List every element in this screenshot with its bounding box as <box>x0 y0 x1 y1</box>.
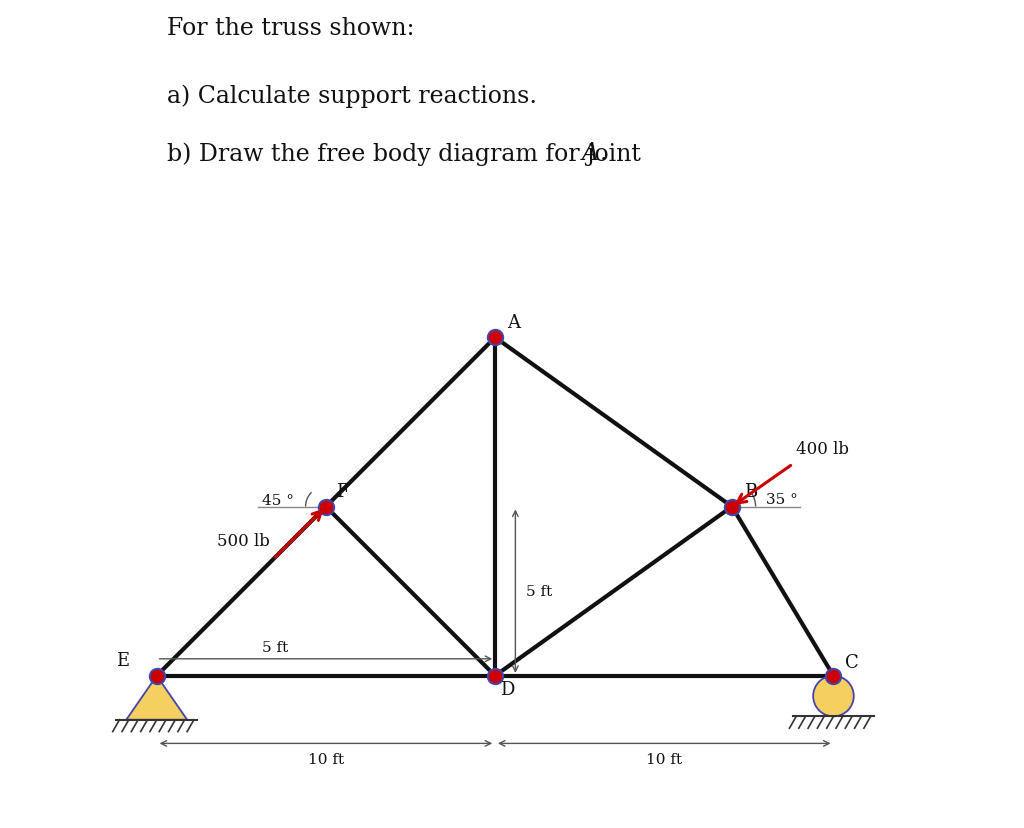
Text: a) Calculate support reactions.: a) Calculate support reactions. <box>167 84 537 108</box>
Text: E: E <box>116 651 129 669</box>
Text: .: . <box>600 142 607 165</box>
Text: F: F <box>336 482 348 500</box>
Circle shape <box>813 676 854 716</box>
Text: 5 ft: 5 ft <box>262 640 289 654</box>
Text: D: D <box>500 680 514 698</box>
Text: 10 ft: 10 ft <box>646 752 682 766</box>
Text: 400 lb: 400 lb <box>797 440 849 458</box>
Text: 45 °: 45 ° <box>261 493 294 508</box>
Polygon shape <box>126 676 187 720</box>
Text: 500 lb: 500 lb <box>217 532 270 549</box>
Text: B: B <box>743 482 757 500</box>
Text: A: A <box>582 142 598 165</box>
Text: b) Draw the free body diagram for joint: b) Draw the free body diagram for joint <box>167 142 648 166</box>
Text: 5 ft: 5 ft <box>525 585 552 599</box>
Text: A: A <box>507 313 520 331</box>
Text: For the truss shown:: For the truss shown: <box>167 17 415 40</box>
Text: 10 ft: 10 ft <box>308 752 344 766</box>
Text: C: C <box>845 652 859 671</box>
Text: 35 °: 35 ° <box>766 493 798 507</box>
